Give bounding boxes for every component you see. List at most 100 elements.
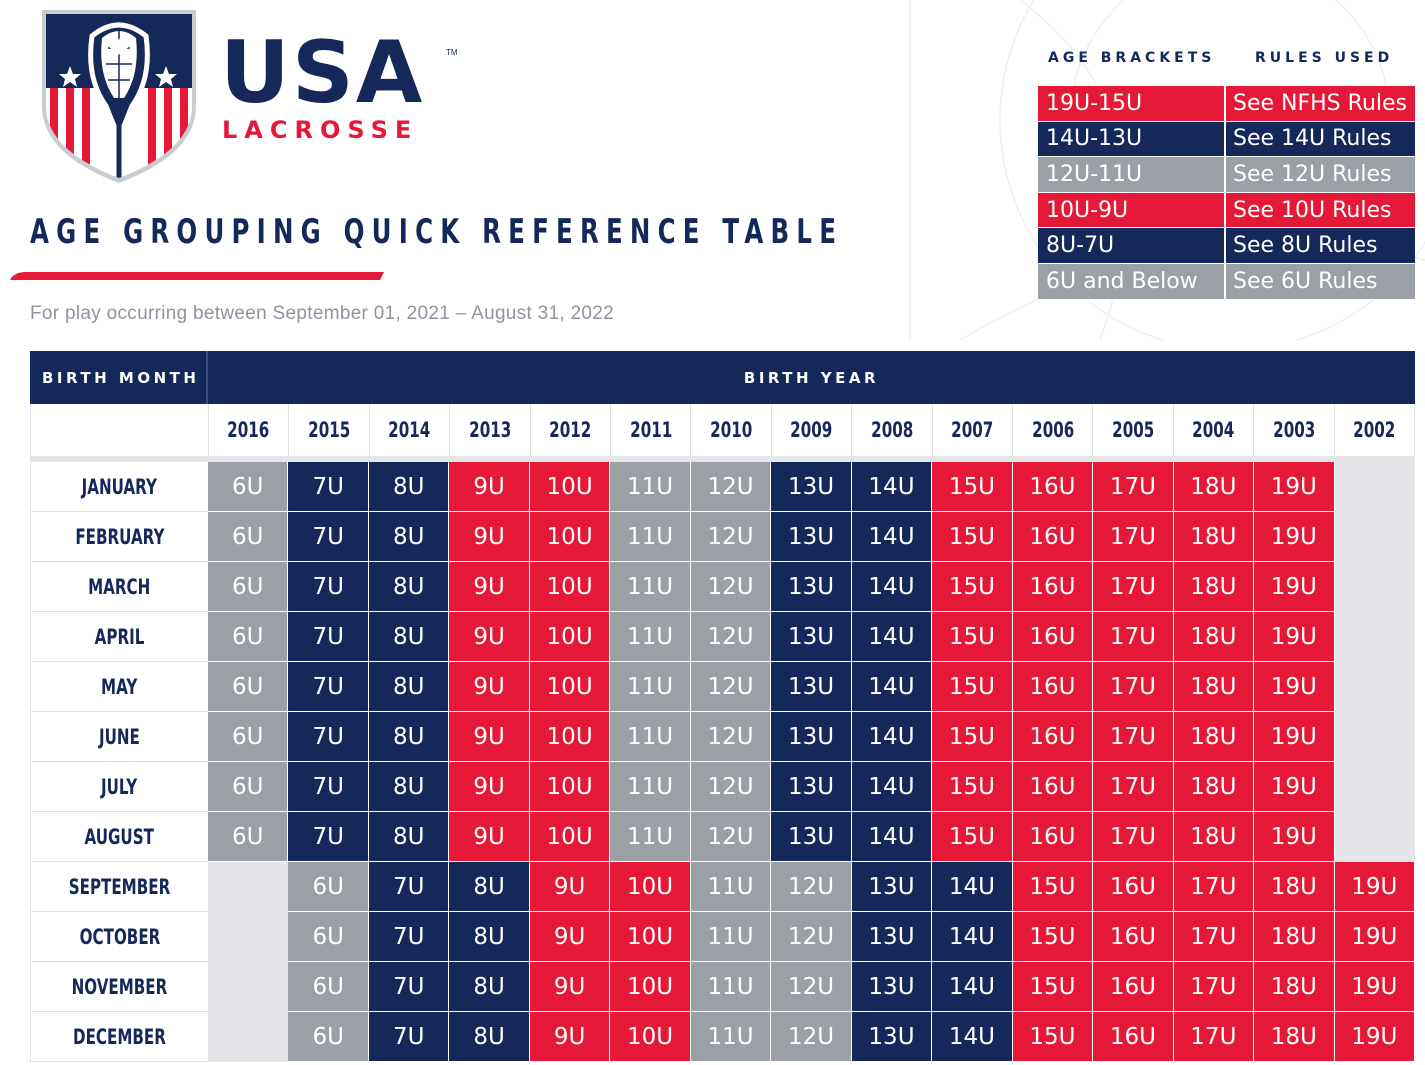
empty-cell bbox=[208, 862, 289, 912]
age-group-cell: 9U bbox=[529, 962, 611, 1012]
table-row: NOVEMBER 6U 7U 8U 9U 10U 11U 12U 13U 14U 15U 16U 17U… bbox=[30, 962, 1416, 1012]
month-label: JULY bbox=[101, 774, 138, 799]
bracket-age: 8U-7U bbox=[1038, 228, 1226, 263]
age-group-cell: 13U bbox=[771, 812, 852, 862]
age-group-cell: 11U bbox=[690, 1012, 772, 1062]
year-header-cell: 2014 bbox=[370, 404, 451, 456]
age-group-cell: 12U bbox=[771, 862, 852, 912]
month-label: DECEMBER bbox=[73, 1024, 166, 1049]
age-group-cell: 14U bbox=[932, 1012, 1013, 1062]
year-header-cell: 2012 bbox=[531, 404, 612, 456]
age-grouping-table: BIRTH MONTH BIRTH YEAR 2016 2015 2014 2013 2… bbox=[30, 351, 1416, 1062]
bracket-age: 10U-9U bbox=[1038, 192, 1226, 228]
age-group-cell: 17U bbox=[1173, 1012, 1255, 1062]
year-label: 2003 bbox=[1272, 418, 1316, 442]
bracket-row: 12U-11U See 12U Rules bbox=[1038, 157, 1415, 193]
age-group-cell: 16U bbox=[1093, 962, 1174, 1012]
age-group-cell: 16U bbox=[1012, 812, 1094, 862]
age-group-cell: 13U bbox=[851, 912, 933, 962]
age-group-cell: 16U bbox=[1093, 912, 1174, 962]
age-group-cell: 19U bbox=[1254, 762, 1335, 812]
age-group-cell: 6U bbox=[288, 912, 369, 962]
birth-month-cell: DECEMBER bbox=[30, 1012, 208, 1062]
age-group-cell: 11U bbox=[690, 862, 772, 912]
table-row: APRIL 6U 7U 8U 9U 10U 11U 12U 13U 14U 15U 16U 17U 18U… bbox=[30, 612, 1416, 662]
age-group-cell: 6U bbox=[288, 1012, 369, 1062]
table-row: MARCH 6U 7U 8U 9U 10U 11U 12U 13U 14U 15U 16U 17U 18U… bbox=[30, 562, 1416, 612]
age-group-cell: 19U bbox=[1254, 512, 1335, 562]
age-group-cell: 6U bbox=[208, 612, 289, 662]
age-group-cell: 18U bbox=[1173, 662, 1255, 712]
age-group-cell: 13U bbox=[771, 462, 852, 512]
age-group-cell: 16U bbox=[1093, 1012, 1174, 1062]
table-row: JUNE 6U 7U 8U 9U 10U 11U 12U 13U 14U 15U 16U 17U 18U 1… bbox=[30, 712, 1416, 762]
age-brackets-header: AGE BRACKETS RULES USED bbox=[1038, 44, 1415, 72]
year-header-cell: 2003 bbox=[1254, 404, 1335, 456]
year-header-cell: 2002 bbox=[1335, 404, 1416, 456]
empty-cell bbox=[1334, 562, 1416, 612]
age-group-cell: 16U bbox=[1012, 712, 1094, 762]
age-group-cell: 12U bbox=[690, 662, 772, 712]
page-title: AGE GROUPING QUICK REFERENCE TABLE bbox=[30, 212, 844, 252]
month-rows: JANUARY 6U 7U 8U 9U 10U 11U 12U 13U 14U 15U 16U 17U 1… bbox=[30, 462, 1416, 1062]
bracket-rules: See 12U Rules bbox=[1233, 161, 1392, 187]
age-group-cell: 16U bbox=[1012, 612, 1094, 662]
bracket-rules: See 14U Rules bbox=[1233, 126, 1392, 152]
age-group-cell: 17U bbox=[1093, 662, 1174, 712]
age-group-cell: 18U bbox=[1173, 612, 1255, 662]
birth-month-cell: MARCH bbox=[30, 562, 208, 612]
bracket-row: 6U and Below See 6U Rules bbox=[1038, 263, 1415, 300]
year-header-cell: 2013 bbox=[450, 404, 531, 456]
age-group-cell: 10U bbox=[529, 612, 611, 662]
age-group-cell: 12U bbox=[690, 712, 772, 762]
age-group-cell: 12U bbox=[690, 762, 772, 812]
age-group-cell: 14U bbox=[851, 812, 933, 862]
age-group-cell: 7U bbox=[368, 912, 450, 962]
brand-subtitle: LACROSSE bbox=[222, 116, 419, 144]
age-group-cell: 10U bbox=[610, 912, 691, 962]
age-group-cell: 12U bbox=[690, 512, 772, 562]
age-group-cell: 16U bbox=[1012, 762, 1094, 812]
year-label: 2014 bbox=[388, 418, 431, 442]
age-group-cell: 18U bbox=[1173, 712, 1255, 762]
empty-cell bbox=[1334, 812, 1416, 862]
age-group-cell: 19U bbox=[1254, 562, 1335, 612]
age-group-cell: 15U bbox=[932, 512, 1013, 562]
age-brackets-table: AGE BRACKETS RULES USED 19U-15U See NFHS … bbox=[1038, 44, 1415, 300]
month-label: NOVEMBER bbox=[71, 974, 168, 999]
age-group-cell: 11U bbox=[610, 512, 691, 562]
empty-cell bbox=[1334, 662, 1416, 712]
age-group-cell: 9U bbox=[529, 912, 611, 962]
age-group-cell: 9U bbox=[449, 812, 530, 862]
age-group-cell: 9U bbox=[449, 662, 530, 712]
age-group-cell: 8U bbox=[449, 962, 530, 1012]
bracket-age: 19U-15U bbox=[1038, 86, 1226, 121]
age-group-cell: 15U bbox=[932, 762, 1013, 812]
table-row: MAY 6U 7U 8U 9U 10U 11U 12U 13U 14U 15U 16U 17U 18U 19… bbox=[30, 662, 1416, 712]
age-group-cell: 7U bbox=[368, 1012, 450, 1062]
age-group-cell: 18U bbox=[1254, 1012, 1335, 1062]
age-group-cell: 8U bbox=[368, 712, 450, 762]
age-group-cell: 6U bbox=[288, 862, 369, 912]
lacrosse-shield-icon bbox=[42, 10, 196, 183]
age-group-cell: 14U bbox=[932, 862, 1013, 912]
empty-cell bbox=[208, 962, 289, 1012]
age-group-cell: 11U bbox=[690, 912, 772, 962]
title-underline bbox=[10, 272, 384, 280]
age-group-cell: 9U bbox=[449, 712, 530, 762]
age-group-cell: 11U bbox=[610, 762, 691, 812]
age-group-cell: 8U bbox=[368, 462, 450, 512]
age-group-cell: 8U bbox=[449, 1012, 530, 1062]
month-label: MARCH bbox=[88, 574, 151, 599]
age-group-cell: 6U bbox=[288, 962, 369, 1012]
birth-month-cell: AUGUST bbox=[30, 812, 208, 862]
age-group-cell: 17U bbox=[1173, 912, 1255, 962]
birth-month-cell: NOVEMBER bbox=[30, 962, 208, 1012]
age-group-cell: 8U bbox=[449, 912, 530, 962]
age-group-cell: 10U bbox=[529, 462, 611, 512]
age-group-cell: 14U bbox=[851, 712, 933, 762]
age-group-cell: 13U bbox=[771, 562, 852, 612]
empty-cell bbox=[1334, 762, 1416, 812]
age-group-cell: 17U bbox=[1093, 562, 1174, 612]
header-divider bbox=[30, 456, 1415, 462]
